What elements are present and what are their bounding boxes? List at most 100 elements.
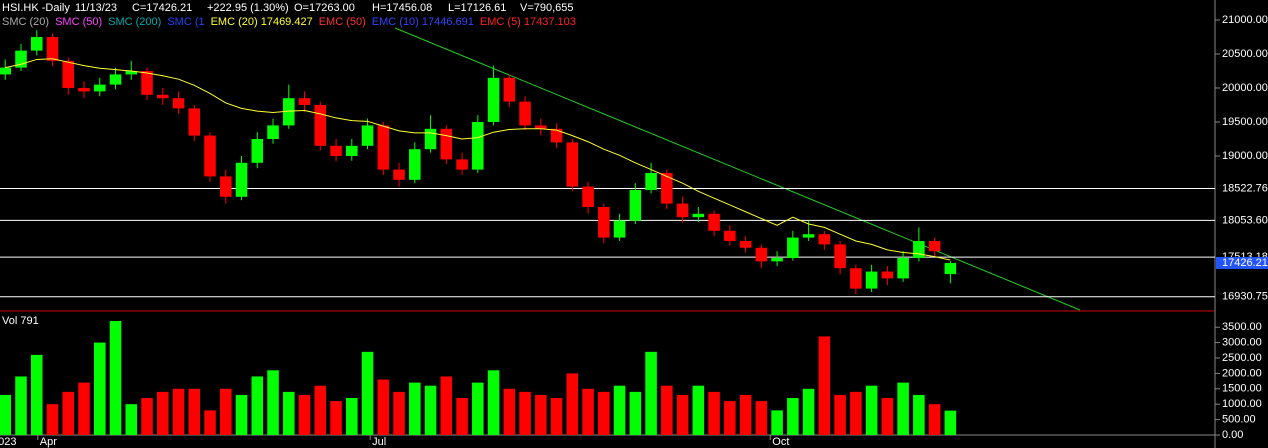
candle-body — [692, 213, 705, 218]
candle-body — [645, 173, 657, 190]
candle-body — [913, 240, 925, 258]
header-text: H=17456.08 — [372, 2, 432, 14]
candle-body — [298, 98, 311, 106]
candle-body — [629, 189, 642, 221]
candle-body — [708, 213, 720, 231]
candle-body — [834, 244, 846, 269]
header-text: 11/13/23 — [75, 2, 117, 14]
y-tick-label: 1500.00 — [1222, 383, 1262, 395]
candle-body — [109, 74, 122, 85]
header-text: C=17426.21 — [132, 2, 192, 14]
volume-bar — [251, 376, 264, 435]
volume-bar — [944, 410, 957, 435]
volume-bar — [314, 385, 327, 435]
candle-body — [487, 77, 500, 123]
y-tick-label: 2500.00 — [1222, 352, 1262, 364]
legend-entry: SMC (1 — [167, 16, 204, 28]
candle-body — [787, 237, 799, 258]
volume-bar — [818, 336, 831, 435]
volume-bar — [235, 394, 248, 435]
volume-bar — [283, 391, 295, 435]
header-text: +222.95 (1.30%) — [207, 2, 289, 14]
legend-entry: SMC (200) — [108, 16, 161, 28]
candle-body — [346, 145, 358, 157]
legend-entry: EMC (20) 17469.427 — [211, 16, 313, 28]
candle-body — [204, 135, 216, 177]
volume-bar — [661, 385, 673, 435]
volume-bar — [708, 391, 720, 435]
candle-body — [156, 94, 169, 99]
y-tick-label: 19500.00 — [1222, 116, 1268, 128]
candle-body — [661, 173, 673, 204]
candle-body — [582, 186, 594, 207]
volume-bar — [535, 394, 547, 435]
volume-bar — [724, 401, 736, 435]
y-tick-label: 500.00 — [1222, 414, 1256, 426]
legend-entry: SMC (20) — [2, 16, 49, 28]
candle-body — [46, 37, 59, 61]
candle-body — [409, 149, 421, 180]
volume-bar — [109, 321, 122, 435]
volume-bar — [787, 398, 799, 435]
y-tick-label: 1000.00 — [1222, 398, 1262, 410]
candle-body — [62, 60, 75, 89]
volume-bar — [172, 388, 185, 435]
candle-body — [456, 159, 468, 170]
candle-body — [928, 240, 941, 252]
candle-body — [93, 84, 106, 92]
candle-body — [598, 206, 610, 238]
volume-bar — [0, 394, 12, 435]
candle-body — [535, 125, 547, 129]
x-tick-label: Apr — [40, 436, 57, 448]
volume-bar — [188, 388, 201, 435]
candle-body — [251, 139, 264, 163]
candle-body — [865, 271, 878, 289]
candle-body — [424, 128, 437, 150]
header-text: O=17263.00 — [294, 2, 355, 14]
y-tick-label: 21000.00 — [1222, 14, 1268, 26]
candle-body — [377, 125, 390, 170]
y-tick-label: 19000.00 — [1222, 150, 1268, 162]
last-price-label: 17426.21 — [1222, 257, 1268, 269]
volume-bar — [267, 370, 279, 435]
candle-body — [566, 142, 579, 187]
candle-body — [283, 98, 295, 126]
volume-bar — [472, 382, 484, 435]
volume-bar — [739, 394, 752, 435]
volume-bar — [881, 398, 894, 435]
volume-bar — [755, 401, 768, 435]
candle-body — [850, 268, 862, 289]
volume-bar — [487, 370, 500, 435]
volume-bar — [850, 391, 862, 435]
volume-bar — [393, 391, 405, 435]
y-tick-label: 2000.00 — [1222, 367, 1262, 379]
level-label: 18522.76 — [1222, 182, 1268, 194]
volume-bar — [78, 382, 90, 435]
volume-bar — [519, 391, 531, 435]
volume-bar — [440, 376, 453, 435]
volume-bar — [771, 410, 783, 435]
candle-body — [141, 71, 153, 95]
candle-body — [330, 145, 342, 157]
volume-bar — [503, 388, 516, 435]
candle-body — [897, 257, 909, 279]
volume-bar — [93, 342, 106, 435]
volume-bar — [46, 404, 59, 435]
volume-bar — [156, 391, 169, 435]
candle-body — [235, 162, 248, 197]
candle-body — [613, 220, 626, 238]
candle-body — [550, 128, 563, 143]
volume-bar — [865, 385, 878, 435]
legend-entry: EMC (5) 17437.103 — [480, 16, 576, 28]
candle-body — [472, 122, 484, 170]
x-tick-label: Oct — [772, 436, 789, 448]
candle-body — [440, 128, 453, 160]
volume-bar — [141, 398, 153, 435]
volume-bar — [204, 410, 216, 435]
candle-body — [802, 234, 815, 238]
candle-body — [739, 240, 752, 248]
candle-body — [944, 263, 957, 275]
candle-body — [220, 176, 232, 197]
